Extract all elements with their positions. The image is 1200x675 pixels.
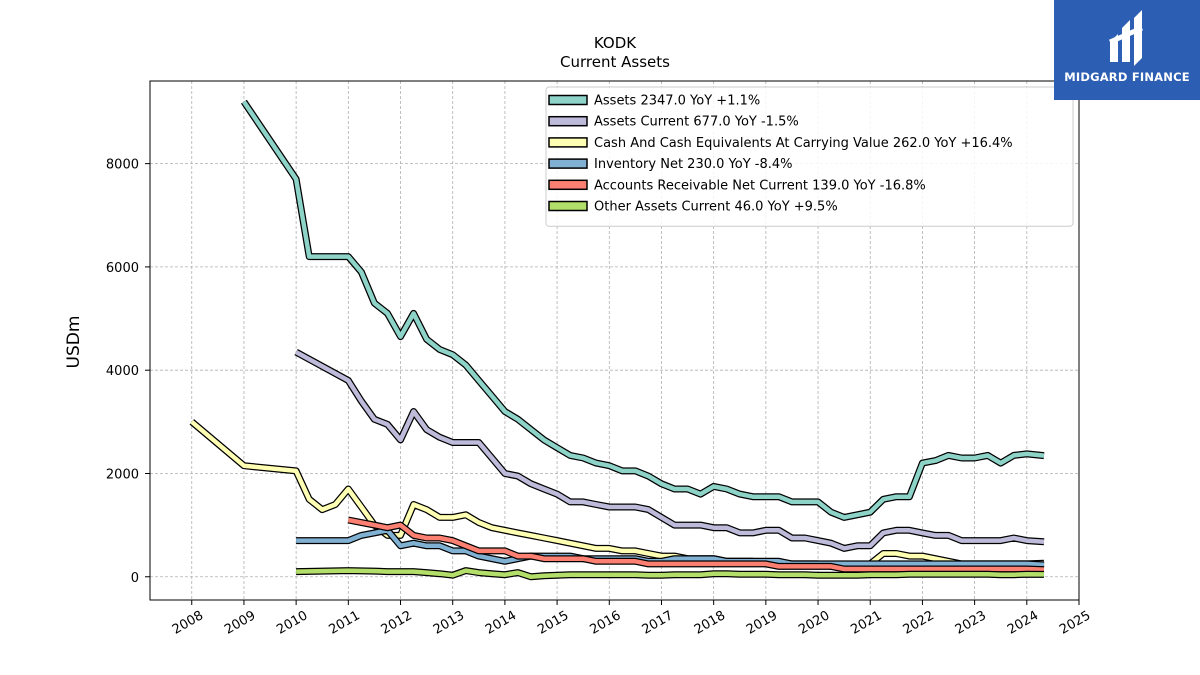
x-tick-label: 2017 [640,608,676,638]
y-tick-label: 6000 [106,261,139,276]
x-tick-label: 2019 [744,608,780,638]
series-outline [189,419,1045,570]
y-tick-label: 8000 [106,158,139,173]
legend-swatch [548,200,588,212]
series-stroke [242,100,1045,520]
x-tick-label: 2022 [901,608,937,638]
logo-mark-icon [1108,10,1144,66]
x-tick-label: 2021 [848,608,884,638]
series-stroke [296,568,1045,580]
series-line-6 [296,567,1045,581]
legend-swatch [548,137,588,148]
legend: Assets 2347.0 YoY +1.1% Assets Current 67… [545,86,1074,227]
x-tick-label: 2015 [535,608,571,638]
legend-swatch [548,115,588,127]
legend-entry: Assets Current 677.0 YoY -1.5% [594,115,799,130]
series-line-5 [347,516,1045,574]
legend-entry: Accounts Receivable Net Current 139.0 Yo… [594,178,926,193]
plot-area [149,80,1080,601]
x-tick-label: 2020 [796,608,832,638]
y-tick-label: 0 [131,571,139,586]
x-tick-label: 2012 [379,608,415,638]
y-axis-label: USDm [64,316,84,369]
x-tick-label: 2025 [1057,608,1093,638]
series-line-4 [296,526,1045,569]
series-stroke [347,517,1045,572]
legend-entry: Inventory Net 230.0 YoY -8.4% [594,157,793,172]
x-tick-label: 2014 [483,608,519,638]
x-tick-label: 2016 [587,608,623,638]
x-tick-label: 2010 [274,608,310,638]
legend-entry: Assets 2347.0 YoY +1.1% [594,94,760,109]
x-tick-label: 2013 [431,608,467,638]
logo-text: MIDGARD FINANCE [1064,70,1190,84]
y-tick-label: 4000 [106,364,139,379]
x-tick-label: 2024 [1005,608,1041,638]
series-line-1 [240,99,1045,521]
chart-subtitle: Current Assets [560,53,670,71]
y-tick-label: 2000 [106,467,139,482]
x-tick-label: 2018 [692,608,728,638]
series-line-3 [189,419,1045,570]
legend-swatch [548,158,588,169]
x-tick-label: 2008 [170,608,206,638]
x-axis: 2008 2009 2010 2011 2012 2013 2014 2015 2016 2017… [170,600,1093,638]
legend-swatch [548,179,588,191]
y-axis: 0 2000 4000 6000 8000 [106,158,150,586]
series-group [189,99,1045,581]
series-stroke [296,528,1045,568]
legend-swatch [548,94,588,106]
legend-entry: Cash And Cash Equivalents At Carrying Va… [594,136,1013,151]
x-tick-label: 2023 [953,608,989,638]
chart-title: KODK [594,34,637,52]
x-tick-label: 2011 [326,608,362,638]
series-line-2 [294,349,1045,552]
brand-logo: MIDGARD FINANCE [1054,0,1200,100]
legend-box [545,86,1074,227]
series-stroke [190,420,1045,569]
x-tick-label: 2009 [222,608,258,638]
series-stroke [295,350,1045,551]
legend-entry: Other Assets Current 46.0 YoY +9.5% [594,200,838,215]
